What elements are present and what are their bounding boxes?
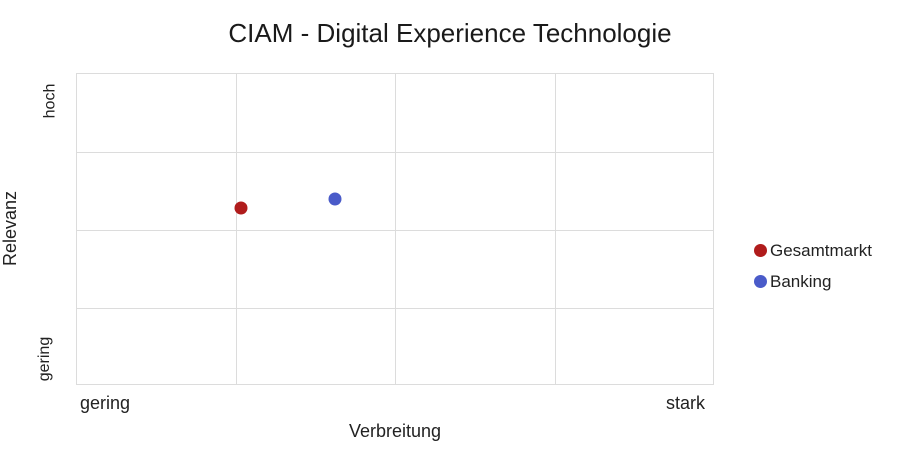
legend-label: Gesamtmarkt [770, 240, 873, 260]
legend-swatch-icon [754, 244, 767, 257]
grid-line-horizontal [77, 230, 713, 231]
x-tick-label-low: gering [80, 393, 131, 413]
data-point-banking[interactable] [328, 192, 342, 206]
chart-title: CIAM - Digital Experience Technologie [228, 18, 672, 48]
grid-line-horizontal [77, 152, 713, 153]
x-tick-label-high: stark [666, 393, 706, 413]
plot-area [76, 73, 714, 385]
y-axis-title: Relevanz [0, 190, 20, 267]
grid-line-vertical [236, 74, 237, 384]
y-tick-label-high: hoch [40, 83, 58, 119]
data-point-gesamtmarkt[interactable] [234, 201, 248, 215]
grid-line-vertical [395, 74, 396, 384]
grid-line-horizontal [77, 308, 713, 309]
legend-item-gesamtmarkt[interactable]: Gesamtmarkt [754, 235, 872, 266]
legend: Gesamtmarkt Banking [754, 235, 872, 297]
legend-label: Banking [770, 271, 832, 291]
grid-line-vertical [555, 74, 556, 384]
y-tick-label-low: gering [36, 336, 54, 382]
x-axis-title: Verbreitung [348, 421, 442, 441]
legend-item-banking[interactable]: Banking [754, 266, 872, 297]
legend-swatch-icon [754, 275, 767, 288]
